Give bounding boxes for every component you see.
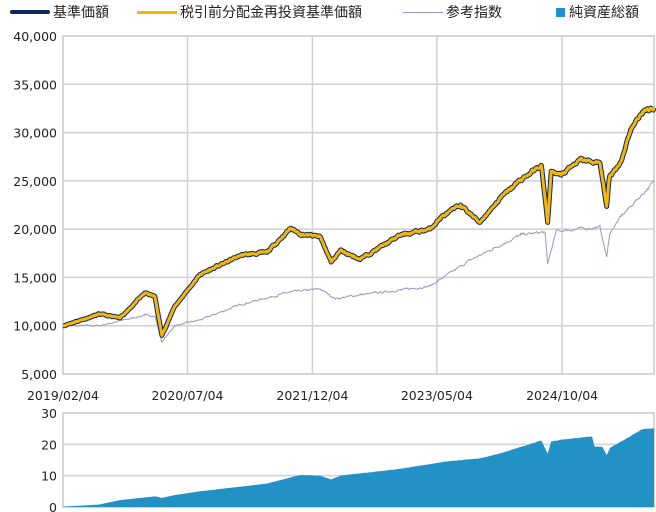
series-area-net-assets	[63, 428, 654, 507]
legend-item-nav: 基準価額	[10, 2, 109, 22]
legend-item-reinvested-nav: 税引前分配金再投資基準価額	[137, 2, 362, 22]
legend-item-benchmark: 参考指数	[403, 2, 502, 22]
legend-label: 参考指数	[446, 5, 502, 21]
x-tick-label: 2024/10/04	[526, 388, 598, 403]
y-tick-label: 10,000	[13, 319, 57, 334]
legend-swatch	[556, 7, 565, 17]
legend-swatch	[137, 10, 177, 14]
y-tick-label: 20	[41, 437, 57, 452]
legend-swatch	[10, 10, 50, 14]
y-tick-label: 20,000	[13, 222, 57, 237]
y-tick-label: 5,000	[21, 367, 57, 382]
y-tick-label: 15,000	[13, 270, 57, 285]
y-tick-label: 30,000	[13, 126, 57, 141]
y-tick-label: 30	[41, 406, 57, 421]
legend-item-net-assets: 純資産総額	[556, 2, 639, 22]
legend: 基準価額 税引前分配金再投資基準価額 参考指数 純資産総額	[0, 0, 656, 22]
y-tick-label: 25,000	[13, 174, 57, 189]
y-tick-label: 35,000	[13, 77, 57, 92]
x-tick-label: 2021/12/04	[276, 388, 348, 403]
series-group	[61, 105, 656, 343]
y-tick-label: 0	[49, 500, 57, 512]
plot-area	[62, 35, 655, 375]
x-tick-label: 2019/02/04	[27, 388, 99, 403]
y-tick-label: 10	[41, 469, 57, 484]
legend-label: 純資産総額	[569, 5, 639, 21]
x-tick-label: 2023/05/04	[401, 388, 473, 403]
x-tick-label: 2020/07/04	[151, 388, 223, 403]
series-line-reinvested-nav	[62, 106, 656, 337]
y-tick-label: 40,000	[13, 29, 57, 44]
legend-label: 税引前分配金再投資基準価額	[180, 5, 362, 21]
legend-label: 基準価額	[53, 5, 109, 21]
legend-swatch	[403, 11, 443, 13]
series-line-benchmark	[62, 180, 655, 343]
